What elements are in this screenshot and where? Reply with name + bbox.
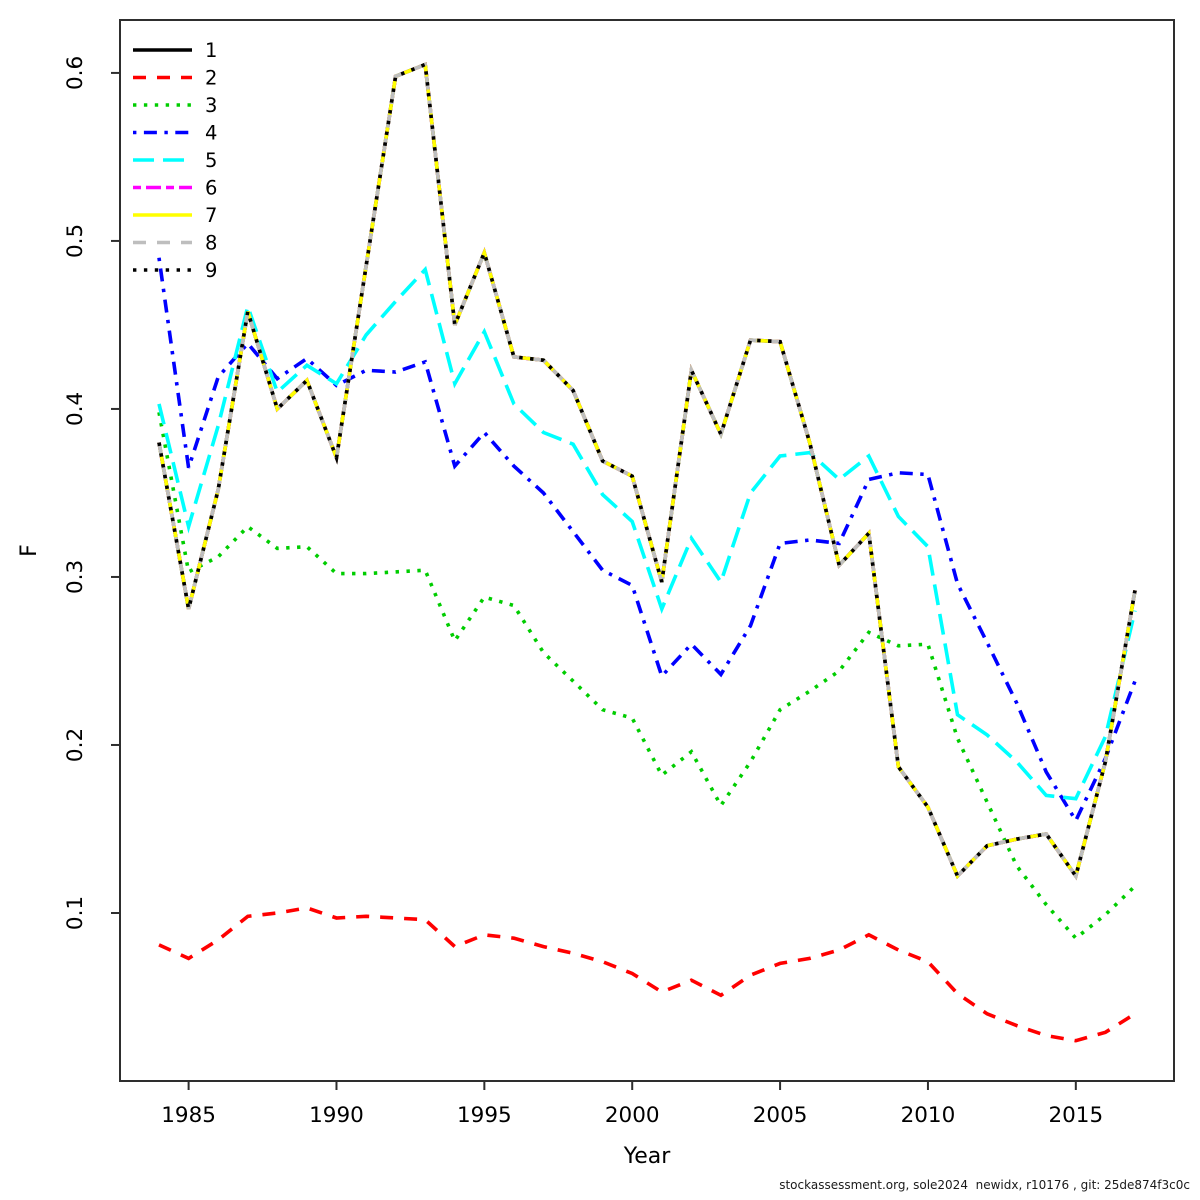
series-line-age-1: [157, 61, 1137, 881]
legend-label-3: 3: [205, 94, 217, 117]
legend-label-9: 9: [205, 259, 217, 282]
legend-label-4: 4: [205, 122, 217, 145]
plot-box: [119, 19, 1175, 1082]
x-tick-label: 2015: [1048, 1103, 1103, 1128]
legend-label-5: 5: [205, 149, 217, 172]
series-line-age-7: [157, 61, 1137, 881]
series-line-age-3: [157, 411, 1137, 941]
series-line-age-4: [157, 257, 1137, 825]
x-tick-label: 1985: [161, 1103, 216, 1128]
y-tick-label: 0.1: [63, 896, 88, 930]
series-line-age-9: [157, 61, 1137, 881]
legend-label-1: 1: [205, 39, 217, 62]
x-axis-title: Year: [623, 1144, 672, 1169]
x-tick-label: 2010: [901, 1103, 956, 1128]
y-tick-label: 0.3: [63, 560, 88, 594]
y-tick-label: 0.5: [63, 224, 88, 258]
legend-label-6: 6: [205, 177, 217, 200]
y-axis-title: F: [17, 544, 42, 557]
footer-attribution: stockassessment.org, sole2024 newidx, r1…: [779, 1178, 1190, 1192]
legend-label-8: 8: [205, 232, 217, 255]
legend-label-7: 7: [205, 204, 217, 227]
y-tick-label: 0.2: [63, 728, 88, 762]
x-tick-label: 1995: [457, 1103, 512, 1128]
x-tick-label: 1990: [309, 1103, 364, 1128]
legend-label-2: 2: [205, 67, 217, 90]
x-tick-label: 2005: [753, 1103, 808, 1128]
series-line-age-5: [157, 265, 1137, 801]
y-tick-label: 0.6: [63, 56, 88, 90]
series-line-age-2: [158, 906, 1136, 1043]
series-line-age-8: [157, 61, 1137, 881]
x-tick-label: 2000: [605, 1103, 660, 1128]
y-tick-label: 0.4: [63, 392, 88, 426]
series-line-age-6: [157, 61, 1137, 881]
